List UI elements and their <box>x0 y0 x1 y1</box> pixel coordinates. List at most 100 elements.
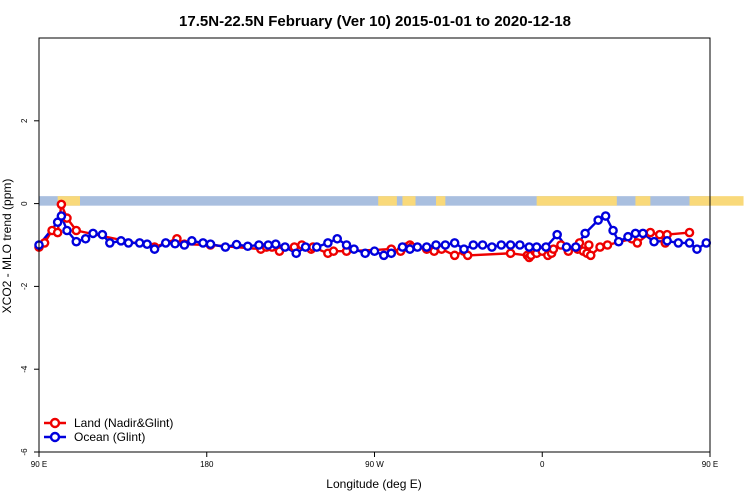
series-1-point-61 <box>608 225 618 236</box>
y-tick-label-3: 0 <box>20 201 29 206</box>
series-0-point-30 <box>449 250 460 261</box>
series-1-point-17 <box>187 236 197 246</box>
series-1-point-20 <box>220 242 231 252</box>
series-1-point-10 <box>123 238 134 248</box>
series-1-point-26 <box>280 242 290 252</box>
y-tick-label-2: -2 <box>20 282 29 290</box>
series-0-point-54 <box>632 238 643 248</box>
series-1-point-28 <box>300 242 311 252</box>
series-1-point-8 <box>105 238 115 248</box>
series-1-point-69 <box>684 238 695 248</box>
series-1-point-38 <box>397 242 408 252</box>
series-1-point-65 <box>638 228 648 239</box>
series-1-point-7 <box>97 229 108 240</box>
x-tick-label-3: 0 <box>540 460 545 469</box>
y-tick-label-1: -4 <box>20 365 29 373</box>
series-0-point-20 <box>328 246 339 257</box>
series-0-point-59 <box>684 227 695 238</box>
series-1-point-55 <box>552 229 562 240</box>
legend-item-land: Land (Nadir&Glint) <box>44 416 173 430</box>
series-1-point-12 <box>142 239 152 249</box>
x-tick-label-4: 90 E <box>702 460 718 469</box>
land-band-2 <box>402 196 416 206</box>
series-1-point-21 <box>231 239 242 250</box>
series-1-point-52 <box>524 242 535 252</box>
series-1-point-27 <box>291 248 302 259</box>
series-0-point-33 <box>505 248 516 259</box>
series-1-point-58 <box>580 228 590 239</box>
series-0-point-42 <box>548 244 559 254</box>
series-1-point-43 <box>440 240 451 250</box>
series-0-point-55 <box>645 227 656 238</box>
series-1-point-49 <box>496 240 507 250</box>
land-band-0 <box>57 196 81 206</box>
series-1-point-42 <box>431 240 441 250</box>
series-1-point-4 <box>71 236 82 247</box>
series-1-point-35 <box>369 246 380 257</box>
series-1-point-32 <box>341 240 352 250</box>
land-band-4 <box>536 196 617 206</box>
series-1-point-11 <box>134 238 145 248</box>
series-1-point-18 <box>198 238 208 248</box>
series-1-point-36 <box>379 250 389 261</box>
series-1-point-71 <box>701 238 712 248</box>
series-1-point-16 <box>179 240 190 250</box>
series-1-point-34 <box>360 248 370 259</box>
series-1-point-59 <box>593 215 603 225</box>
land-band-5 <box>635 196 651 206</box>
land-band-1 <box>378 196 397 206</box>
series-1-point-47 <box>477 240 488 250</box>
series-0-point-3 <box>52 227 63 238</box>
series-1-point-5 <box>80 233 91 244</box>
series-0-point-49 <box>584 240 594 250</box>
series-0-point-50 <box>585 250 596 261</box>
series-1-point-67 <box>662 236 672 246</box>
series-1-point-25 <box>270 239 281 249</box>
legend-ocean-marker <box>49 431 61 443</box>
series-1-point-19 <box>205 239 216 249</box>
series-1-point-2 <box>56 211 67 221</box>
series-1-point-48 <box>487 242 497 252</box>
series-1-point-22 <box>242 241 253 252</box>
series-1-point-30 <box>323 238 333 248</box>
x-tick-label-0: 90 E <box>31 460 47 469</box>
series-0-point-52 <box>602 240 613 250</box>
series-1-point-3 <box>62 225 72 236</box>
series-1-point-44 <box>449 238 460 248</box>
land-ocean-strip <box>39 196 744 206</box>
legend-land-label: Land (Nadir&Glint) <box>74 416 173 430</box>
y-tick-label-4: 2 <box>20 118 29 123</box>
series-1-point-66 <box>649 236 659 247</box>
series-1-point-53 <box>531 242 542 252</box>
series-1-point-46 <box>468 240 479 250</box>
series-1-point-70 <box>692 244 702 254</box>
series-1-point-24 <box>263 240 274 250</box>
series-1-point-50 <box>505 240 516 250</box>
y-axis-label: XCO2 - MLO trend (ppm) <box>0 179 14 314</box>
legend-ocean-label: Ocean (Glint) <box>74 430 145 444</box>
series-0-point-51 <box>595 242 605 252</box>
series-1-point-33 <box>349 244 359 254</box>
ocean-band <box>39 196 710 206</box>
x-tick-label-2: 90 W <box>365 460 384 469</box>
series-0-point-6 <box>71 225 82 236</box>
legend-land-marker <box>49 417 61 429</box>
series-1-point-45 <box>459 244 469 254</box>
series-1-point-37 <box>386 248 397 259</box>
series-1-point-41 <box>421 242 432 252</box>
y-axis: -6 -4 -2 0 2 <box>20 118 39 456</box>
series-1-point-60 <box>600 211 611 221</box>
land-band-6 <box>689 196 744 206</box>
series-1-point-31 <box>332 233 343 244</box>
series-1-point-23 <box>254 240 264 250</box>
series-1-point-29 <box>311 242 322 252</box>
series-1-point-51 <box>515 240 525 250</box>
series-points <box>34 199 712 263</box>
chart-title: 17.5N-22.5N February (Ver 10) 2015-01-01… <box>179 13 571 30</box>
series-0-point-4 <box>56 199 67 210</box>
legend-item-ocean: Ocean (Glint) <box>44 430 145 444</box>
series-1-point-40 <box>412 242 423 252</box>
series-1-point-13 <box>149 244 160 254</box>
series-1-point-6 <box>88 228 98 239</box>
